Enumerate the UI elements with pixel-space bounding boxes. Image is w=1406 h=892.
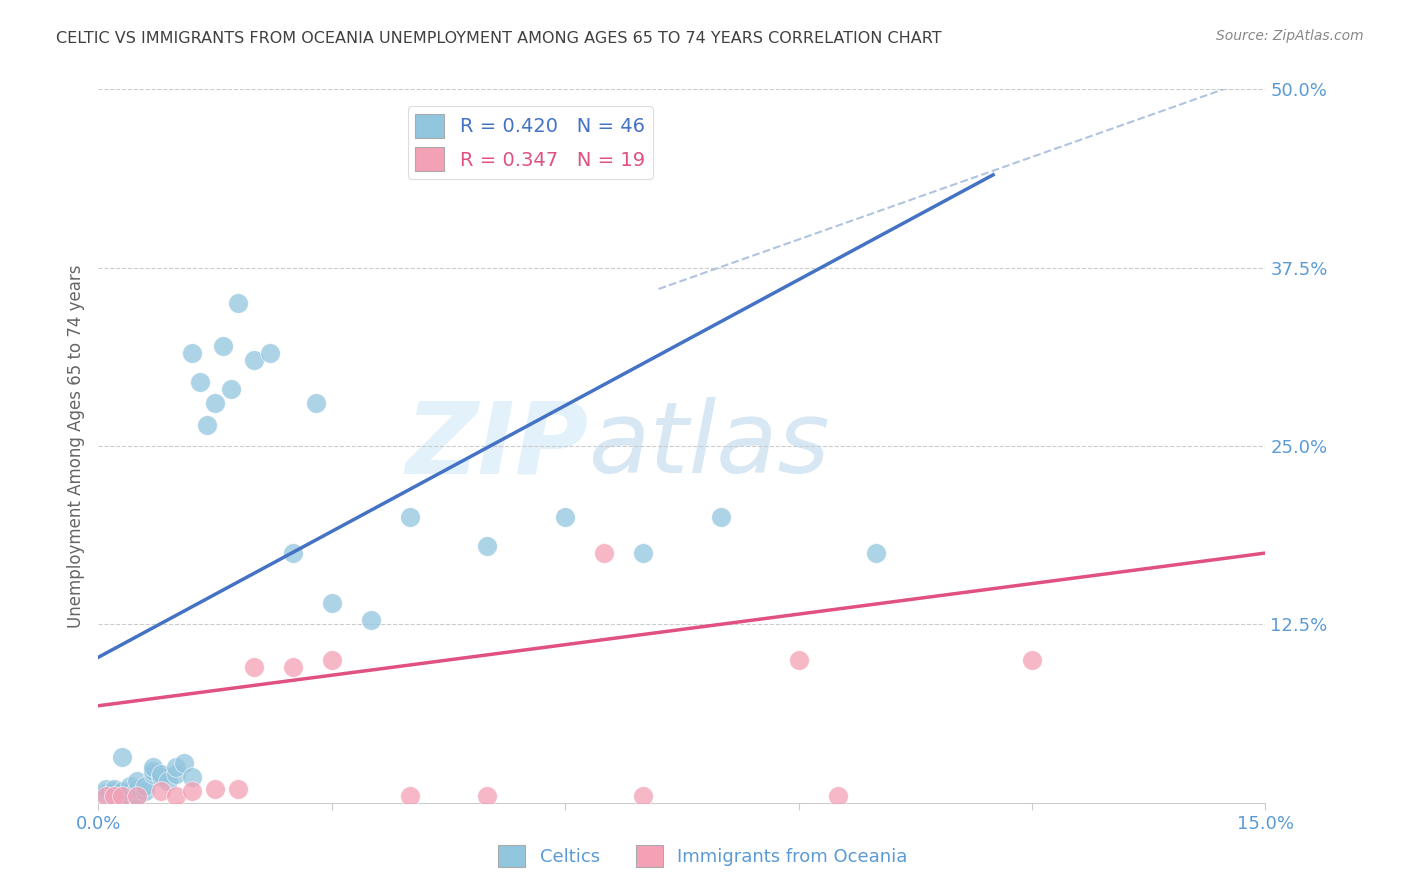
Point (865, 546, 887, 560)
Text: Source: ZipAtlas.com: Source: ZipAtlas.com (1216, 29, 1364, 43)
Point (103, 789, 125, 803)
Point (96, 786, 118, 800)
Point (305, 396, 328, 410)
Point (149, 767, 172, 781)
Point (165, 789, 187, 803)
Point (157, 774, 180, 789)
Point (165, 767, 187, 781)
Point (111, 784, 134, 798)
Point (173, 756, 195, 770)
Point (477, 789, 499, 803)
Point (593, 546, 616, 560)
Point (554, 510, 576, 524)
Point (180, 770, 202, 784)
Point (195, 417, 218, 432)
Point (118, 784, 141, 798)
Point (103, 784, 125, 798)
Point (321, 653, 343, 667)
Point (827, 789, 849, 803)
Text: CELTIC VS IMMIGRANTS FROM OCEANIA UNEMPLOYMENT AMONG AGES 65 TO 74 YEARS CORRELA: CELTIC VS IMMIGRANTS FROM OCEANIA UNEMPL… (56, 31, 942, 46)
Point (134, 779, 156, 793)
Point (127, 774, 149, 789)
Y-axis label: Unemployment Among Ages 65 to 74 years: Unemployment Among Ages 65 to 74 years (66, 264, 84, 628)
Point (118, 789, 141, 803)
Point (96, 789, 118, 803)
Point (259, 346, 281, 360)
Point (398, 789, 420, 803)
Point (165, 760, 187, 774)
Point (219, 382, 242, 396)
Point (127, 789, 149, 803)
Point (188, 375, 211, 389)
Point (127, 781, 149, 796)
Point (111, 789, 134, 803)
Point (180, 784, 202, 798)
Point (149, 784, 172, 798)
Point (398, 510, 420, 524)
Point (118, 779, 141, 793)
Point (96, 781, 118, 796)
Point (631, 546, 654, 560)
Point (228, 781, 250, 796)
Legend: Celtics, Immigrants from Oceania: Celtics, Immigrants from Oceania (491, 838, 915, 874)
Point (149, 770, 172, 784)
Point (111, 789, 134, 803)
Point (321, 596, 343, 610)
Point (212, 339, 235, 353)
Point (180, 346, 202, 360)
Point (477, 539, 499, 553)
Point (787, 653, 810, 667)
Point (631, 789, 654, 803)
Point (134, 784, 156, 798)
Point (111, 750, 134, 764)
Point (228, 296, 250, 310)
Point (243, 353, 266, 368)
Point (281, 660, 304, 674)
Text: ZIP: ZIP (405, 398, 589, 494)
Point (127, 789, 149, 803)
Point (710, 510, 733, 524)
Point (204, 781, 226, 796)
Text: atlas: atlas (589, 398, 830, 494)
Point (360, 613, 382, 627)
Point (142, 764, 165, 779)
Point (281, 546, 304, 560)
Point (243, 660, 266, 674)
Point (103, 781, 125, 796)
Point (103, 789, 125, 803)
Point (1021, 653, 1043, 667)
Point (204, 396, 226, 410)
Point (142, 767, 165, 781)
Point (142, 760, 165, 774)
Legend: R = 0.420   N = 46, R = 0.347   N = 19: R = 0.420 N = 46, R = 0.347 N = 19 (408, 106, 652, 178)
Point (96, 789, 118, 803)
